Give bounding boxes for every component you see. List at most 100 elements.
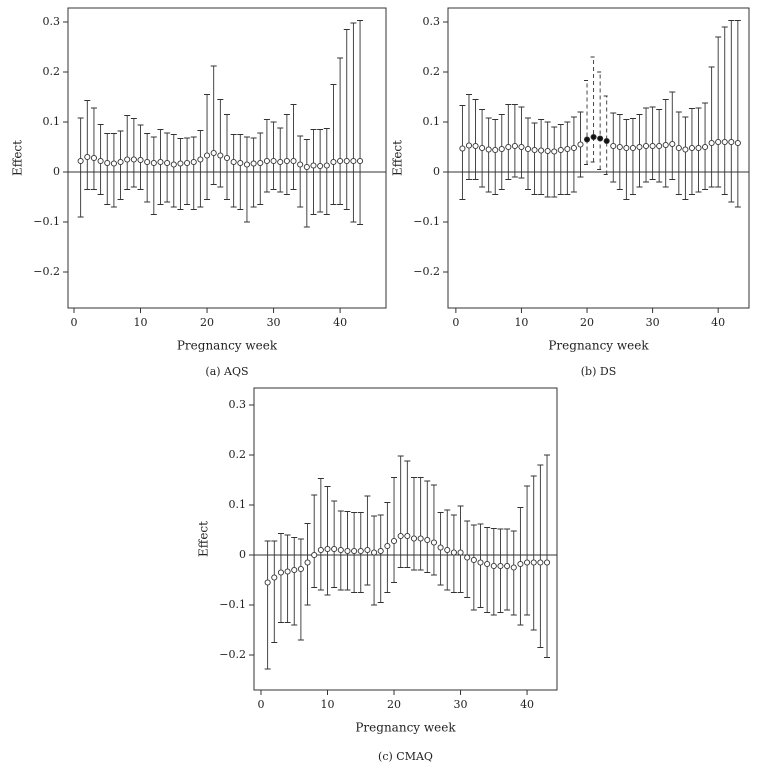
error-bar [310, 129, 317, 215]
point [270, 157, 277, 165]
point [283, 157, 290, 165]
point [417, 535, 424, 542]
point [616, 143, 623, 151]
x-tick-label: 0 [70, 316, 77, 329]
point [337, 546, 344, 554]
point [524, 559, 531, 566]
error-bar [330, 84, 337, 205]
error-bar [623, 119, 630, 200]
x-axis-label: Pregnancy week [548, 339, 649, 353]
error-bar [371, 515, 378, 606]
error-bar [465, 94, 472, 180]
error-bar [277, 533, 284, 623]
point [317, 546, 324, 554]
point [457, 549, 464, 556]
point [257, 159, 264, 167]
y-tick-label: −0.2 [219, 648, 246, 661]
point [364, 546, 371, 554]
error-bar [290, 104, 297, 190]
error-bar [291, 537, 298, 626]
error-bar [150, 136, 157, 215]
point [734, 139, 741, 147]
error-bar [237, 134, 244, 210]
point [157, 158, 164, 166]
error-bar [230, 134, 237, 208]
error-bar [525, 117, 532, 190]
point [464, 554, 471, 561]
error-bar [510, 530, 517, 616]
error-bar [708, 66, 715, 188]
x-tick-label: 30 [454, 698, 468, 711]
y-tick-label: −0.1 [413, 215, 440, 228]
point [551, 148, 558, 155]
y-tick-label: 0 [53, 165, 60, 178]
point [437, 544, 444, 551]
point [479, 144, 486, 152]
point [728, 138, 735, 146]
point [544, 147, 551, 155]
error-bar [459, 105, 466, 200]
plot-frame [67, 7, 387, 309]
point [530, 559, 537, 566]
point [137, 156, 144, 164]
x-tick-label: 40 [333, 316, 347, 329]
error-bar [217, 99, 224, 188]
error-bar [734, 20, 741, 208]
panel-caption: (b) DS [581, 365, 616, 378]
point [377, 547, 384, 555]
point [277, 158, 284, 166]
point [130, 156, 137, 163]
point [517, 560, 524, 568]
point [343, 157, 350, 165]
point [603, 137, 610, 145]
point [504, 562, 511, 570]
point [390, 537, 398, 545]
point [524, 145, 532, 153]
point [642, 142, 650, 150]
panel-caption: (a) AQS [205, 365, 248, 378]
error-bar [377, 514, 384, 603]
x-tick-label: 10 [321, 698, 335, 711]
point [264, 579, 271, 586]
point [682, 146, 689, 153]
y-tick-label: 0.3 [43, 15, 61, 28]
error-bar [551, 126, 558, 198]
y-tick-label: −0.1 [219, 598, 246, 611]
error-bar [511, 104, 518, 178]
x-tick-label: 0 [452, 316, 459, 329]
point [177, 160, 184, 167]
error-bar [472, 99, 479, 180]
x-tick-label: 0 [257, 698, 264, 711]
point [397, 532, 404, 540]
error-bar [397, 455, 404, 568]
error-bar [311, 494, 318, 588]
error-bar [505, 104, 512, 180]
error-bar [184, 137, 191, 205]
error-bar [564, 121, 571, 195]
point [371, 549, 378, 556]
error-bar [530, 475, 537, 631]
error-bar [297, 538, 304, 641]
y-tick-label: 0.2 [229, 448, 247, 461]
error-bar [728, 20, 735, 203]
error-bar [303, 139, 310, 228]
point [583, 136, 591, 143]
point [184, 159, 191, 167]
point [410, 535, 418, 542]
point [708, 139, 715, 147]
error-bar [688, 108, 695, 195]
point [597, 135, 604, 142]
error-bar [84, 100, 91, 190]
error-bar [317, 129, 324, 213]
point [662, 141, 669, 149]
error-bar [518, 106, 525, 179]
point [444, 546, 451, 554]
point [330, 158, 337, 166]
x-tick-label: 40 [711, 316, 725, 329]
error-bar [164, 132, 171, 203]
y-tick-label: 0.1 [43, 115, 61, 128]
error-bar [410, 477, 417, 571]
point [150, 159, 157, 167]
error-bar [263, 119, 270, 193]
error-bar [629, 118, 636, 195]
